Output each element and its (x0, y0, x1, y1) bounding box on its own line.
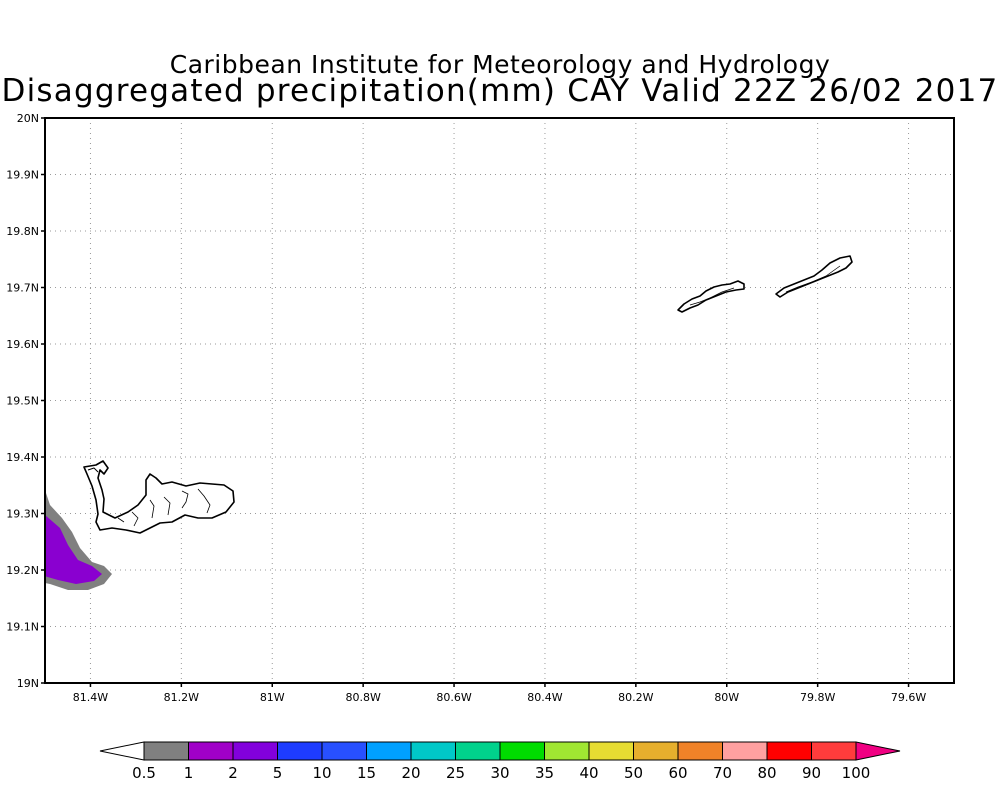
colorbar-label: 35 (535, 764, 554, 782)
y-tick-label: 19.4N (6, 451, 39, 464)
title-product: Disaggregated precipitation(mm) CAY Vali… (1, 73, 999, 109)
y-tick-label: 19.9N (6, 169, 39, 182)
colorbar-label: 40 (579, 764, 598, 782)
x-tick-label: 81W (260, 691, 285, 704)
colorbar-swatch (544, 741, 590, 761)
precip-contour-2 (45, 515, 102, 584)
y-tick-label: 19.2N (6, 564, 39, 577)
y-tick-label: 19N (17, 677, 39, 690)
grand-cayman-island (83, 460, 235, 534)
title-institute: Caribbean Institute for Meteorology and … (169, 50, 831, 79)
colorbar-swatch (455, 741, 501, 761)
x-tick-label: 80.6W (436, 691, 471, 704)
x-tick-label: 79.8W (800, 691, 835, 704)
colorbar-swatch (188, 741, 234, 761)
colorbar-swatch (588, 741, 634, 761)
colorbar-label: 50 (624, 764, 643, 782)
colorbar-label: 1 (184, 764, 194, 782)
colorbar-label: 0.5 (132, 764, 156, 782)
precip-field (45, 490, 112, 590)
x-tick-label: 80.8W (345, 691, 380, 704)
colorbar-label: 10 (312, 764, 331, 782)
colorbar-label: 30 (490, 764, 509, 782)
colorbar-label: 25 (446, 764, 465, 782)
y-tick-label: 19.8N (6, 225, 39, 238)
colorbar-swatch (633, 741, 679, 761)
x-tick-label: 79.6W (891, 691, 926, 704)
colorbar-swatch (143, 741, 189, 761)
colorbar-swatch-high (855, 741, 901, 761)
colorbar-label: 15 (357, 764, 376, 782)
cayman-brac-island (775, 255, 853, 298)
colorbar-label: 90 (802, 764, 821, 782)
gridlines (45, 117, 954, 684)
colorbar-label: 5 (273, 764, 283, 782)
colorbar-swatch (766, 741, 812, 761)
colorbar-swatch (811, 741, 857, 761)
colorbar-swatch (321, 741, 367, 761)
colorbar-swatch (366, 741, 412, 761)
y-tick-label: 19.3N (6, 508, 39, 521)
y-axis-ticks: 20N 19.9N 19.8N 19.7N 19.6N 19.5N 19.4N 19.3N 19… (6, 112, 45, 690)
y-tick-label: 19.1N (6, 621, 39, 634)
colorbar-label: 60 (668, 764, 687, 782)
y-tick-label: 20N (17, 112, 39, 125)
x-tick-label: 81.2W (164, 691, 199, 704)
y-tick-label: 19.7N (6, 282, 39, 295)
colorbar-swatch (277, 741, 323, 761)
colorbar-label: 20 (401, 764, 420, 782)
colorbar: 0.5 1 2 5 10 15 20 25 30 35 40 50 60 70 80 90 100 (99, 741, 901, 782)
colorbar-swatch (410, 741, 456, 761)
colorbar-swatch (499, 741, 545, 761)
y-tick-label: 19.5N (6, 395, 39, 408)
colorbar-swatch (232, 741, 278, 761)
x-axis-ticks: 81.4W 81.2W 81W 80.8W 80.6W 80.4W 80.2W 80W 79.8… (73, 683, 926, 704)
little-cayman-island (677, 280, 745, 313)
colorbar-swatch (722, 741, 768, 761)
x-tick-label: 80.4W (527, 691, 562, 704)
colorbar-label: 80 (757, 764, 776, 782)
colorbar-label: 100 (842, 764, 871, 782)
colorbar-label: 70 (713, 764, 732, 782)
colorbar-swatch-low (99, 741, 145, 761)
y-tick-label: 19.6N (6, 338, 39, 351)
x-tick-label: 80.2W (618, 691, 653, 704)
colorbar-label: 2 (228, 764, 238, 782)
x-tick-label: 80W (714, 691, 739, 704)
colorbar-swatch (677, 741, 723, 761)
x-tick-label: 81.4W (73, 691, 108, 704)
